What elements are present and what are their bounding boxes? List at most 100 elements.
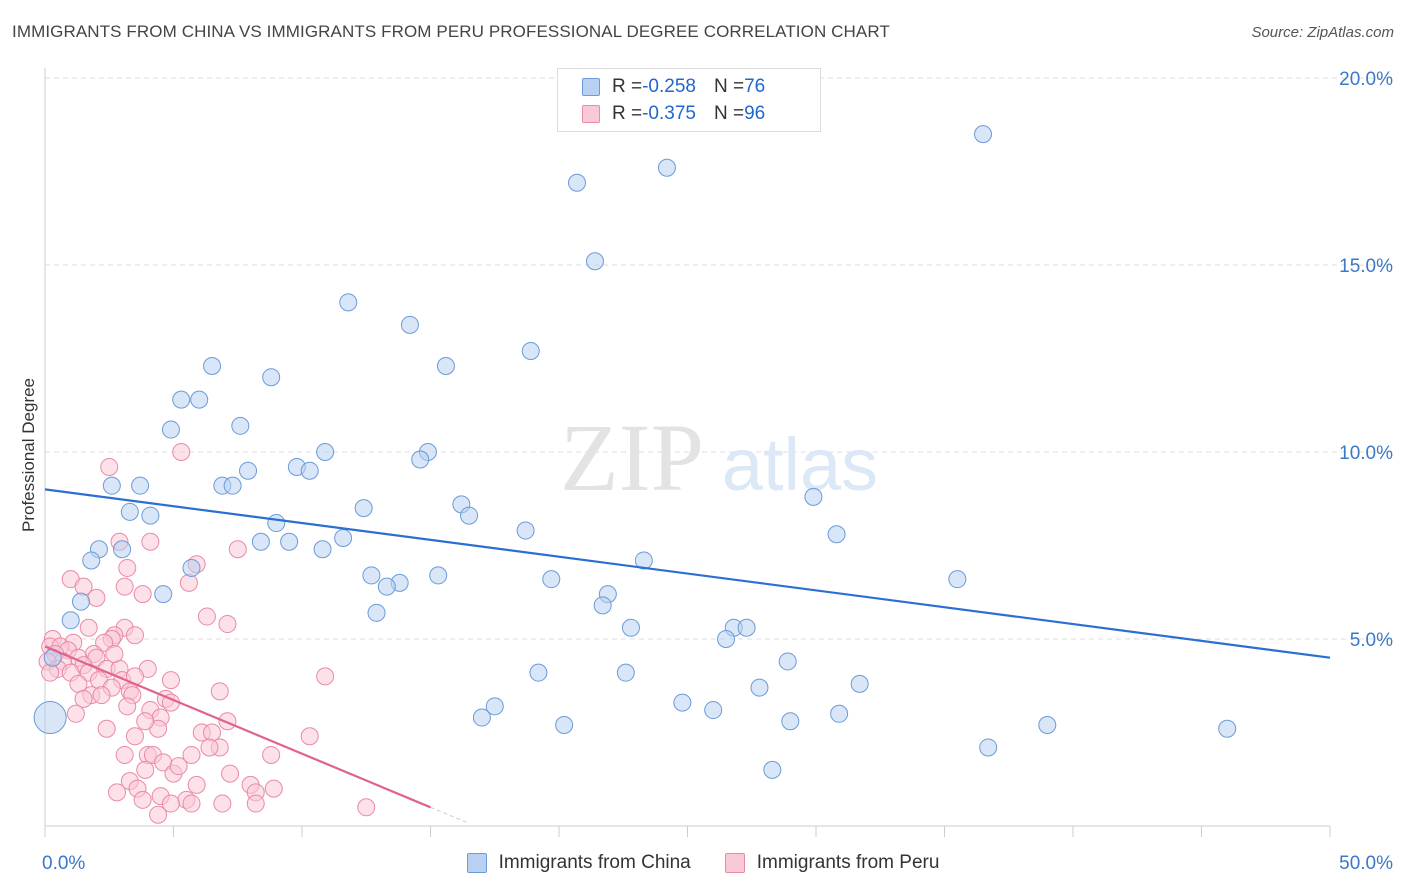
china-point <box>827 525 846 544</box>
china-point <box>634 551 653 570</box>
china-point <box>367 603 386 622</box>
axes <box>44 68 1331 837</box>
y-tick-label: 15.0% <box>1339 256 1393 277</box>
legend-item-china[interactable]: Immigrants from China <box>466 852 691 874</box>
china-point <box>763 760 782 779</box>
china-point <box>429 566 448 585</box>
china-point <box>190 390 209 409</box>
china-point <box>82 551 101 570</box>
china-point <box>1038 716 1057 735</box>
china-point <box>71 592 90 611</box>
legend-peru-label: Immigrants from Peru <box>756 852 940 873</box>
peru-point <box>357 798 376 817</box>
peru-point <box>218 615 237 634</box>
china-n-value: 76 <box>744 76 766 97</box>
china-point <box>673 693 692 712</box>
china-point <box>542 570 561 589</box>
china-point <box>521 342 540 361</box>
china-point <box>33 701 67 735</box>
peru-point <box>74 689 93 708</box>
peru-series <box>38 443 376 824</box>
china-point <box>567 173 586 192</box>
peru-point <box>161 794 180 813</box>
china-point <box>251 532 270 551</box>
china-point <box>334 529 353 548</box>
china-point <box>850 674 869 693</box>
china-point <box>979 738 998 757</box>
peru-point <box>203 723 222 742</box>
china-point <box>203 356 222 375</box>
china-point <box>616 663 635 682</box>
legend-china-label: Immigrants from China <box>498 852 691 873</box>
china-n-label: N = <box>713 76 745 97</box>
y-tick-label: 20.0% <box>1339 69 1393 90</box>
china-point <box>377 577 396 596</box>
china-point <box>657 158 676 177</box>
china-point <box>704 701 723 720</box>
legend: Immigrants from China Immigrants from Pe… <box>0 852 1406 874</box>
peru-point <box>92 686 111 705</box>
china-point <box>400 315 419 334</box>
china-point <box>593 596 612 615</box>
china-point <box>781 712 800 731</box>
china-point <box>585 252 604 271</box>
china-point <box>974 125 993 144</box>
china-point <box>141 506 160 525</box>
china-swatch <box>582 78 600 96</box>
peru-point <box>221 764 240 783</box>
peru-point <box>264 779 283 798</box>
peru-point <box>182 794 201 813</box>
peru-n-label: N = <box>713 103 745 124</box>
peru-point <box>105 644 124 663</box>
peru-n-value: 96 <box>744 103 766 124</box>
x-tick-label-max: 50.0% <box>1339 853 1393 874</box>
legend-peru-swatch <box>724 853 745 873</box>
chart-title: IMMIGRANTS FROM CHINA VS IMMIGRANTS FROM… <box>12 22 890 41</box>
peru-point <box>161 671 180 690</box>
peru-point <box>95 633 114 652</box>
peru-point <box>107 783 126 802</box>
china-point <box>280 532 299 551</box>
peru-point <box>300 727 319 746</box>
china-point <box>411 450 430 469</box>
peru-point <box>100 457 119 476</box>
peru-trend-line <box>44 645 431 809</box>
china-point <box>778 652 797 671</box>
peru-point <box>118 697 137 716</box>
peru-point <box>182 745 201 764</box>
watermark: ZIP atlas <box>560 404 878 511</box>
china-point <box>529 663 548 682</box>
watermark-zip: ZIP <box>560 404 704 511</box>
china-point <box>516 521 535 540</box>
china-point <box>460 506 479 525</box>
china-point <box>436 356 455 375</box>
peru-point <box>210 682 229 701</box>
watermark-atlas: atlas <box>722 423 878 506</box>
china-point <box>267 514 286 533</box>
peru-point <box>172 443 191 461</box>
peru-r-label: R = <box>612 103 643 124</box>
china-point <box>830 704 849 723</box>
peru-point <box>200 738 219 757</box>
stats-row-peru: R = -0.375 N = 96 <box>582 101 765 127</box>
china-point <box>485 697 504 716</box>
peru-point <box>316 667 335 686</box>
peru-point <box>115 745 134 764</box>
peru-point <box>213 794 232 813</box>
peru-point <box>87 588 106 607</box>
legend-item-peru[interactable]: Immigrants from Peru <box>724 852 940 874</box>
china-point <box>113 540 132 559</box>
stats-row-china: R = -0.258 N = 76 <box>582 74 765 100</box>
china-point <box>737 618 756 637</box>
peru-point <box>262 745 281 764</box>
peru-r-value: -0.375 <box>642 103 696 124</box>
peru-point <box>246 794 265 813</box>
china-point <box>300 461 319 480</box>
peru-point <box>133 585 152 604</box>
china-point <box>948 570 967 589</box>
china-point <box>313 540 332 559</box>
peru-point <box>197 607 216 626</box>
china-point <box>120 502 139 521</box>
peru-point <box>228 540 247 559</box>
peru-point <box>97 719 116 738</box>
